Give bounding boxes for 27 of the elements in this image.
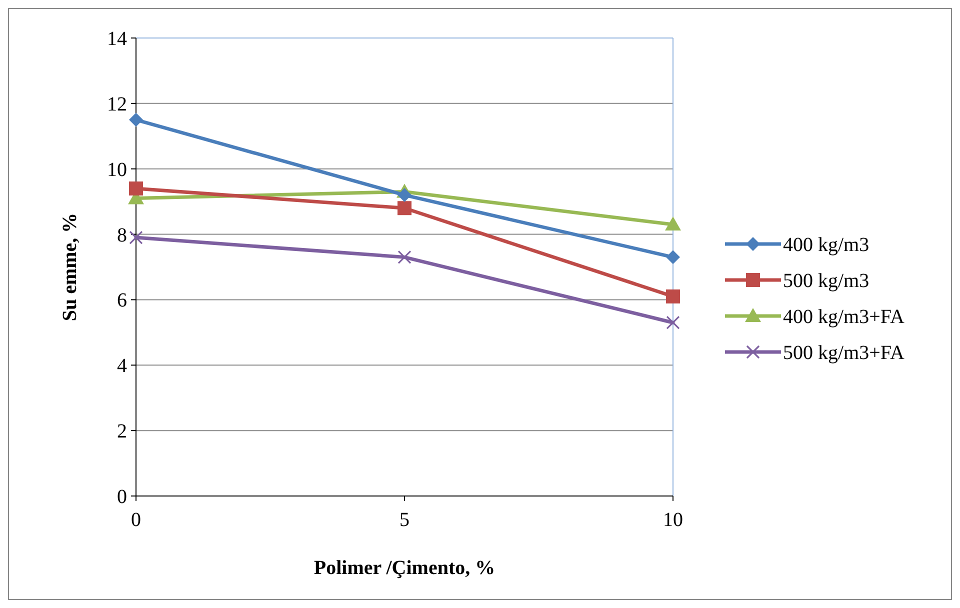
- legend-label: 400 kg/m3+FA: [783, 306, 906, 328]
- y-axis-title: Su emme, %: [59, 212, 81, 322]
- point: [129, 181, 143, 196]
- point: [665, 216, 681, 230]
- x-tick-label: 5: [400, 509, 410, 531]
- point: [666, 250, 680, 264]
- y-tick-label: 0: [117, 486, 127, 508]
- point: [398, 250, 412, 264]
- point: [398, 188, 412, 202]
- legend-label: 400 kg/m3: [783, 234, 870, 256]
- legend-label: 500 kg/m3: [783, 270, 870, 292]
- x-tick-label: 0: [131, 509, 141, 531]
- point: [129, 230, 143, 244]
- y-tick-label: 4: [117, 355, 127, 378]
- point: [666, 289, 680, 304]
- legend-label: 500 kg/m3+FA: [783, 342, 906, 364]
- x-axis-title: Polimer /Çimento, %: [314, 557, 496, 579]
- y-tick-label: 8: [117, 224, 127, 246]
- y-tick-label: 10: [107, 158, 127, 181]
- y-tick-label: 6: [117, 290, 127, 312]
- y-tick-label: 2: [117, 420, 127, 443]
- point: [129, 112, 143, 127]
- y-tick-label: 12: [107, 93, 127, 116]
- point: [666, 316, 680, 330]
- y-tick-label: 14: [107, 28, 127, 50]
- point: [398, 201, 412, 216]
- x-tick-label: 10: [663, 509, 683, 531]
